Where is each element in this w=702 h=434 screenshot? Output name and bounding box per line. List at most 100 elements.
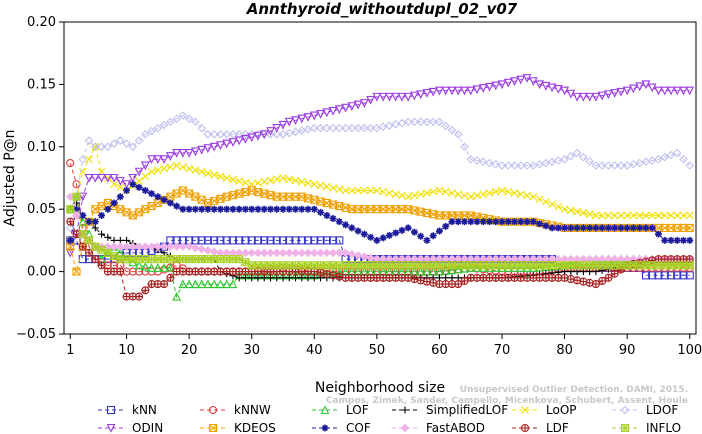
data-point: [128, 242, 138, 251]
data-point: [400, 423, 410, 433]
data-point: [685, 261, 694, 270]
data-point: [208, 405, 218, 415]
data-point: [685, 86, 695, 96]
data-point: [98, 230, 106, 238]
data-point: [266, 205, 274, 213]
data-point: [160, 196, 168, 204]
data-point: [79, 211, 87, 219]
data-point: [266, 248, 275, 258]
data-point: [578, 92, 588, 102]
data-point: [491, 187, 500, 196]
data-point: [197, 123, 206, 133]
data-point: [335, 218, 343, 226]
data-point: [148, 190, 156, 198]
data-point: [435, 117, 444, 127]
data-point: [128, 267, 137, 276]
data-point: [135, 292, 144, 301]
data-point: [404, 192, 413, 201]
data-point: [241, 130, 250, 139]
data-point: [116, 242, 125, 251]
data-point: [635, 82, 645, 92]
data-point: [410, 91, 419, 101]
data-point: [266, 130, 275, 139]
legend-label: kNN: [132, 403, 157, 417]
x-tick-label: 60: [431, 343, 448, 358]
data-point: [291, 116, 300, 126]
data-point: [648, 211, 657, 220]
data-point: [498, 218, 506, 226]
data-point: [478, 84, 488, 93]
data-point: [197, 279, 207, 289]
data-point: [153, 242, 163, 251]
data-point: [153, 263, 163, 272]
data-point: [65, 248, 75, 258]
data-point: [160, 280, 169, 289]
data-point: [165, 263, 175, 272]
data-point: [165, 152, 175, 161]
data-point: [172, 291, 182, 301]
data-point: [284, 248, 294, 258]
data-point: [497, 161, 507, 170]
data-point: [448, 189, 456, 197]
legend-label: LOF: [346, 403, 369, 417]
data-point: [360, 230, 368, 238]
data-point: [209, 130, 219, 139]
data-point: [203, 236, 212, 245]
legend-item-inflo: INFLO: [612, 421, 681, 434]
data-point: [135, 183, 143, 191]
data-point: [166, 199, 174, 207]
data-point: [685, 211, 694, 220]
data-point: [629, 84, 638, 94]
x-tick-label: 40: [306, 343, 323, 358]
data-point: [485, 158, 494, 168]
data-point: [623, 224, 631, 232]
data-point: [316, 181, 325, 190]
data-point: [647, 83, 657, 93]
data-point: [179, 205, 187, 213]
data-point: [297, 236, 306, 245]
data-point: [567, 224, 575, 232]
data-point: [197, 145, 207, 155]
data-point: [184, 242, 194, 251]
data-point: [147, 242, 156, 251]
data-point: [503, 78, 513, 88]
data-point: [178, 242, 188, 251]
data-point: [460, 218, 468, 226]
chart-title: Annthyroid_withoutdupl_02_v07: [246, 0, 518, 18]
data-point: [329, 236, 338, 245]
data-point: [209, 247, 219, 256]
data-point: [591, 92, 601, 102]
data-point: [304, 179, 312, 187]
data-point: [320, 405, 330, 415]
data-point: [384, 92, 394, 102]
data-point: [204, 169, 212, 178]
data-point: [128, 142, 138, 152]
data-point: [241, 236, 250, 245]
data-point: [617, 211, 625, 220]
data-point: [141, 172, 150, 181]
legend-item-kdeos: KDEOS: [200, 421, 276, 434]
data-point: [403, 92, 413, 102]
data-point: [84, 248, 94, 257]
data-point: [229, 175, 237, 184]
data-point: [616, 87, 626, 97]
data-point: [654, 86, 663, 96]
data-point: [109, 139, 119, 148]
data-point: [511, 218, 519, 226]
data-point: [184, 114, 194, 123]
data-point: [504, 218, 512, 226]
data-point: [341, 103, 350, 113]
data-point: [685, 223, 694, 232]
data-point: [529, 218, 537, 226]
data-point: [442, 222, 450, 230]
legend-item-lof: LOF: [312, 403, 369, 417]
data-point: [247, 236, 256, 245]
data-point: [686, 236, 694, 244]
data-point: [191, 147, 200, 157]
data-point: [341, 123, 350, 133]
legend-label: KDEOS: [234, 421, 276, 434]
data-point: [591, 211, 600, 220]
data-point: [134, 136, 144, 145]
data-point: [285, 175, 294, 184]
data-point: [620, 405, 630, 415]
